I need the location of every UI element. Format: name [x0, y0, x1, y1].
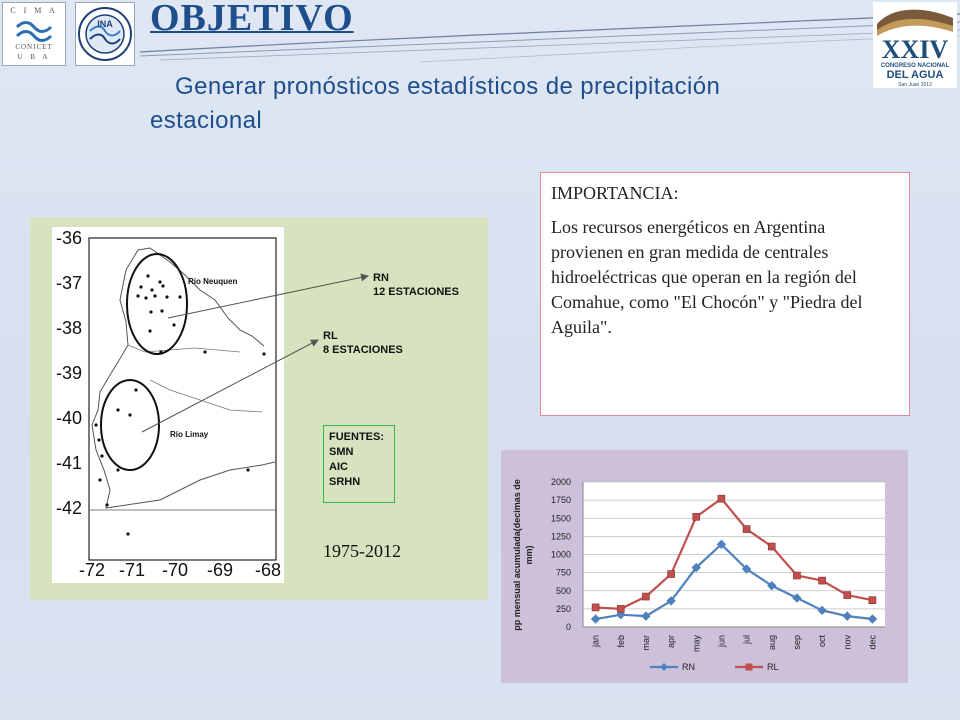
latitude-tick-label: -36 — [55, 228, 82, 248]
importance-box: IMPORTANCIA: Los recursos energéticos en… — [540, 172, 910, 416]
rl-station-count: 8 ESTACIONES — [323, 344, 403, 356]
page-subtitle: Generar pronósticos estadísticos de prec… — [150, 70, 850, 138]
rn-station-label: RN 12 ESTACIONES — [373, 271, 459, 299]
conicet-logo-text: CONICET — [15, 43, 53, 51]
latitude-tick-label: -38 — [55, 318, 82, 338]
subtitle-line-2: estacional — [150, 107, 263, 134]
rl-code: RL — [323, 330, 338, 342]
cima-conicet-uba-logo: C I M A CONICET U B A — [2, 2, 66, 66]
chart-panel — [501, 450, 908, 683]
congress-number: XXIV — [882, 35, 949, 64]
latitude-tick-label: -40 — [55, 408, 82, 428]
subtitle-line-1: Generar pronósticos estadísticos de prec… — [175, 73, 721, 100]
source-item: SMN — [329, 446, 354, 458]
uba-logo-text: U B A — [17, 53, 51, 61]
latitude-tick-label: -39 — [55, 363, 82, 383]
congress-line-1: CONGRESO NACIONAL — [881, 63, 950, 69]
congress-emblem: XXIV CONGRESO NACIONAL DEL AGUA San Juan… — [877, 9, 953, 88]
latitude-tick-label: -42 — [55, 498, 82, 518]
source-item: AIC — [329, 461, 348, 473]
congress-logo: XXIV CONGRESO NACIONAL DEL AGUA San Juan… — [873, 2, 957, 88]
source-item: SRHN — [329, 476, 361, 488]
longitude-tick-label: -70 — [161, 560, 188, 580]
latitude-tick-label: -41 — [55, 453, 82, 473]
longitude-tick-label: -68 — [254, 560, 281, 580]
sources-title: FUENTES: — [329, 431, 384, 443]
rn-code: RN — [373, 272, 389, 284]
wave-icon — [15, 21, 53, 42]
rl-station-label: RL 8 ESTACIONES — [323, 329, 403, 357]
page-title: OBJETIVO — [150, 0, 354, 39]
map-frame — [52, 227, 284, 583]
longitude-tick-label: -72 — [78, 560, 105, 580]
institution-seal-logo: INA — [75, 2, 135, 66]
importance-title: IMPORTANCIA: — [551, 183, 679, 203]
sources-box: FUENTES: SMN AIC SRHN — [323, 425, 395, 503]
seal-text: INA — [97, 19, 113, 29]
longitude-tick-label: -71 — [118, 560, 145, 580]
rio-limay-label: Río Limay — [170, 430, 209, 439]
seal-icon: INA — [78, 7, 132, 61]
congress-line-2: DEL AGUA — [887, 69, 944, 81]
latitude-tick-label: -37 — [55, 273, 82, 293]
congress-place: San Juan 2013 — [898, 82, 932, 88]
data-period: 1975-2012 — [323, 541, 401, 561]
rio-neuquen-label: Río Neuquen — [188, 277, 238, 286]
importance-body: Los recursos energéticos en Argentina pr… — [551, 217, 863, 337]
longitude-tick-label: -69 — [206, 560, 233, 580]
rn-station-count: 12 ESTACIONES — [373, 286, 459, 298]
cima-logo-text: C I M A — [10, 6, 58, 15]
